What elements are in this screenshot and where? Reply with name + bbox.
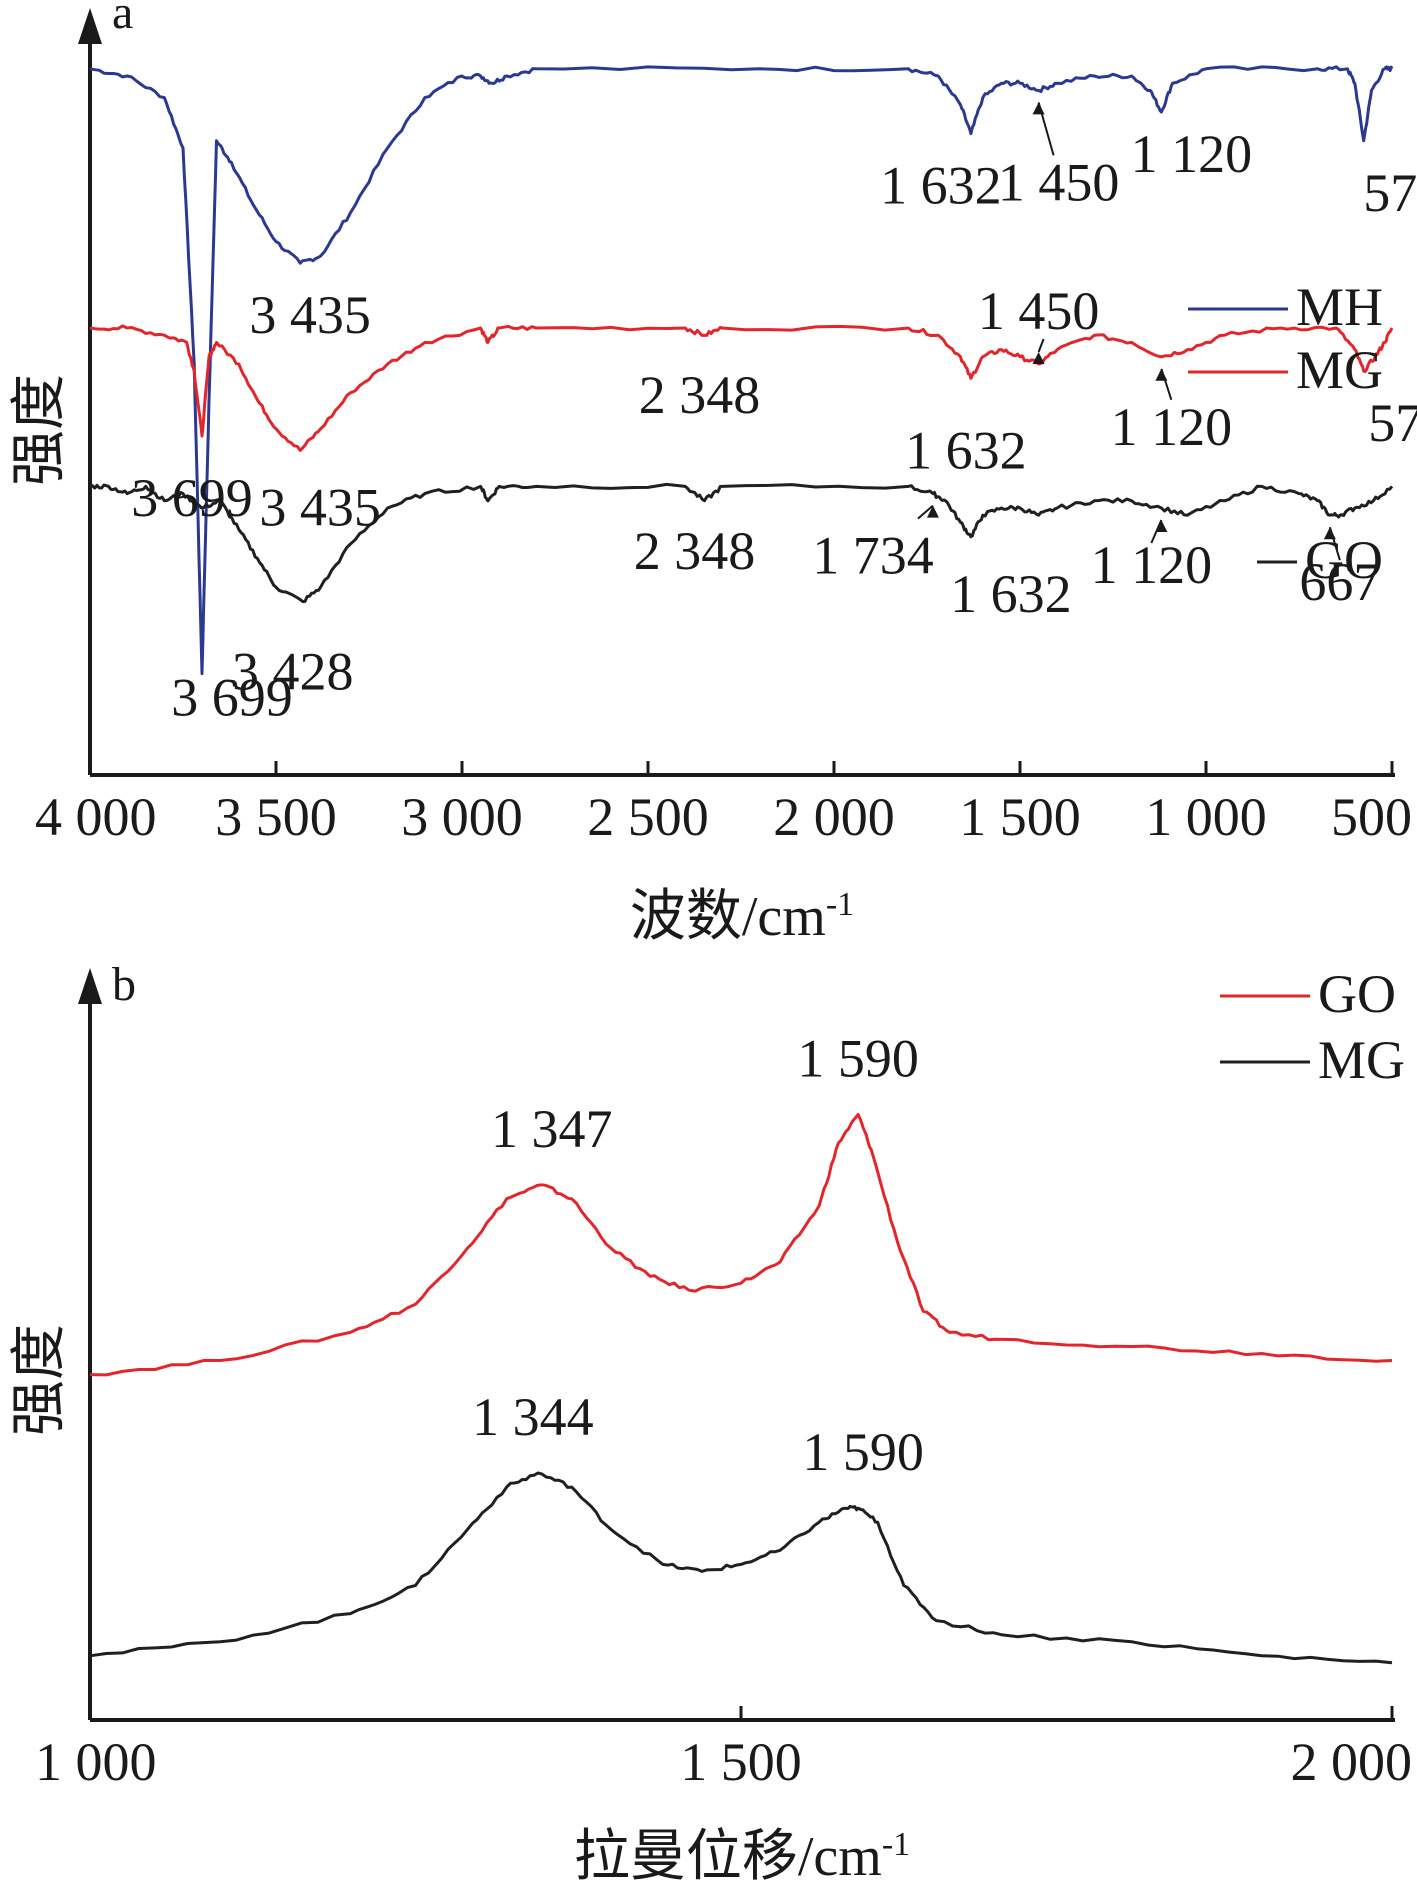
panel-a-x-axis-label-sup: -1 (826, 886, 854, 923)
a-annotation-mh-3699: 3 699 (171, 668, 293, 728)
a-annotation-go-1632: 1 632 (950, 564, 1072, 624)
a-annotation-go-1120: 1 120 (1091, 535, 1213, 595)
a-annotation-mg-2348: 2 348 (639, 365, 761, 425)
a-series-mh-line (89, 65, 1394, 676)
a-tick-label-3000: 3 000 (401, 787, 523, 847)
panel-b-y-axis-arrow (78, 968, 102, 1004)
panel-a-y-axis-arrow (78, 8, 102, 44)
panel-b-label: b (112, 958, 136, 1011)
panel-a-ftir: a 强度 波数/cm-1 4 000 3 500 3 000 2 500 2 000 1 … (9, 0, 1417, 948)
a-annotation-mh-1450: 1 450 (998, 152, 1120, 212)
a-annotation-mh-3435: 3 435 (249, 285, 371, 345)
a-tick-label-500: 500 (1331, 787, 1412, 847)
a-annotation-go-2348: 2 348 (634, 521, 756, 581)
a-annotation-arrow-mg-1450 (1037, 338, 1045, 353)
a-legend-label-mh: MH (1296, 277, 1383, 337)
b-legend-label-mg: MG (1318, 1030, 1405, 1090)
a-tick-label-1500: 1 500 (959, 787, 1081, 847)
panel-a-series (89, 65, 1394, 676)
a-annotation-mh-1120: 1 120 (1131, 124, 1253, 184)
a-legend-label-go: GO (1305, 530, 1383, 590)
a-annotation-mg-576: 576 (1368, 393, 1417, 453)
b-legend-label-go: GO (1318, 964, 1396, 1024)
a-tick-label-2500: 2 500 (587, 787, 709, 847)
a-annotation-go-1734: 1 734 (812, 526, 934, 586)
panel-a-x-axis-label-main: 波数/cm (630, 886, 826, 948)
a-tick-label-2000: 2 000 (773, 787, 895, 847)
panel-b-raman: b 强度 拉曼位移/cm-1 1 000 1 500 2 000 1 347 1 59… (9, 958, 1412, 1888)
b-tick-label-1500: 1 500 (680, 1732, 802, 1792)
a-annotation-arrowhead-go-667 (1323, 527, 1336, 540)
a-annotation-mh-1632: 1 632 (880, 156, 1002, 216)
a-annotation-mh-576: 576 (1363, 163, 1417, 223)
a-annotation-mg-1450: 1 450 (978, 281, 1100, 341)
a-annotation-mg-1120: 1 120 (1111, 397, 1233, 457)
b-tick-label-1000: 1 000 (35, 1732, 157, 1792)
b-annotation-go-1347: 1 347 (491, 1099, 613, 1159)
panel-b-series (89, 1113, 1393, 1665)
a-annotation-mg-3435: 3 435 (259, 477, 381, 537)
panel-a-x-ticks: 4 000 3 500 3 000 2 500 2 000 1 500 1 000 500 (35, 761, 1412, 847)
panel-b-x-axis-label-sup: -1 (882, 1826, 910, 1863)
a-tick-label-4000: 4 000 (35, 787, 157, 847)
a-tick-label-3500: 3 500 (215, 787, 337, 847)
b-series-go-line (89, 1113, 1393, 1377)
a-annotation-arrowhead-mg-1450 (1032, 352, 1045, 364)
a-annotation-arrow-go-1734 (917, 504, 934, 520)
panel-b-annotations: 1 347 1 590 1 344 1 590 (472, 1028, 924, 1482)
a-legend-label-mg: MG (1296, 340, 1383, 400)
a-series-mg-line (89, 324, 1394, 452)
a-series-go-line (89, 482, 1394, 604)
panel-a-label: a (112, 0, 133, 39)
b-series-mg-line (89, 1471, 1393, 1665)
a-annotation-arrowhead-mh-1450 (1032, 102, 1045, 115)
panel-a-x-axis-label: 波数/cm-1 (630, 886, 854, 948)
panel-b-x-axis-label: 拉曼位移/cm-1 (574, 1826, 910, 1888)
a-annotation-arrowhead-go-1120 (1155, 520, 1168, 532)
b-annotation-mg-1590: 1 590 (802, 1422, 924, 1482)
a-annotation-go-667: 667 (1299, 552, 1380, 612)
b-annotation-mg-1344: 1 344 (472, 1387, 594, 1447)
a-tick-label-1000: 1 000 (1145, 787, 1267, 847)
panel-b-x-axis-label-main: 拉曼位移/cm (574, 1826, 882, 1888)
a-annotation-mg-3699: 3 699 (131, 468, 253, 528)
panel-a-y-axis-label: 强度 (9, 374, 71, 486)
a-annotation-arrowhead-mg-1120 (1155, 368, 1168, 381)
a-annotation-go-3428: 3 428 (232, 642, 354, 702)
a-annotation-arrowhead-go-1734 (926, 505, 939, 518)
a-annotation-mg-1632: 1 632 (905, 420, 1027, 480)
b-annotation-go-1590: 1 590 (797, 1028, 919, 1088)
panel-b-x-ticks: 1 000 1 500 2 000 (35, 1706, 1412, 1792)
b-tick-label-2000: 2 000 (1291, 1732, 1413, 1792)
panel-b-y-axis-label: 强度 (9, 1324, 71, 1436)
